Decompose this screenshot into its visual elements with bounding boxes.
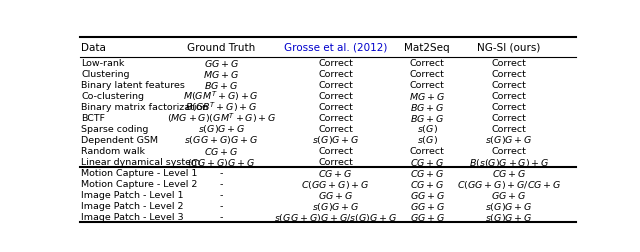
Text: -: - [220,179,223,188]
Text: Correct: Correct [318,146,353,155]
Text: -: - [220,201,223,210]
Text: -: - [220,190,223,199]
Text: $CG+G$: $CG+G$ [318,167,353,178]
Text: Correct: Correct [492,113,527,122]
Text: $s(GG+G)G+G/s(G)G+G$: $s(GG+G)G+G/s(G)G+G$ [274,211,397,223]
Text: $BG+G$: $BG+G$ [410,101,444,112]
Text: Motion Capture - Level 2: Motion Capture - Level 2 [81,179,198,188]
Text: Data: Data [81,43,106,53]
Text: Correct: Correct [492,146,527,155]
Text: Correct: Correct [410,146,445,155]
Text: $BG+G$: $BG+G$ [410,112,444,123]
Text: Correct: Correct [318,124,353,133]
Text: $CG+G$: $CG+G$ [410,167,444,178]
Text: Binary latent features: Binary latent features [81,80,186,89]
Text: $M(GM^T+G)+G$: $M(GM^T+G)+G$ [184,89,259,103]
Text: Correct: Correct [318,91,353,100]
Text: Grosse et al. (2012): Grosse et al. (2012) [284,43,387,53]
Text: $MG+G$: $MG+G$ [409,90,445,101]
Text: Correct: Correct [318,69,353,78]
Text: Binary matrix factorization: Binary matrix factorization [81,102,209,111]
Text: $C(GG+G)+G$: $C(GG+G)+G$ [301,178,370,190]
Text: $s(G)G+G$: $s(G)G+G$ [485,211,533,223]
Text: $GG+G$: $GG+G$ [410,189,445,200]
Text: Co-clustering: Co-clustering [81,91,145,100]
Text: $(MG+G)(GM^T+G)+G$: $(MG+G)(GM^T+G)+G$ [166,111,276,125]
Text: Correct: Correct [410,69,445,78]
Text: $s(GG+G)G+G$: $s(GG+G)G+G$ [184,134,259,146]
Text: $s(G)$: $s(G)$ [417,123,438,135]
Text: -: - [220,168,223,177]
Text: Sparse coding: Sparse coding [81,124,149,133]
Text: Correct: Correct [318,102,353,111]
Text: Linear dynamical system: Linear dynamical system [81,158,201,166]
Text: $CG+G$: $CG+G$ [204,145,239,156]
Text: Correct: Correct [318,80,353,89]
Text: $B(GB^T+G)+G$: $B(GB^T+G)+G$ [185,100,257,114]
Text: Image Patch - Level 1: Image Patch - Level 1 [81,190,184,199]
Text: Ground Truth: Ground Truth [188,43,255,53]
Text: Image Patch - Level 3: Image Patch - Level 3 [81,212,184,221]
Text: Correct: Correct [492,124,527,133]
Text: $GG+G$: $GG+G$ [410,211,445,222]
Text: $(CG+G)G+G$: $(CG+G)G+G$ [187,156,255,168]
Text: $s(G)G+G$: $s(G)G+G$ [312,134,359,146]
Text: Image Patch - Level 2: Image Patch - Level 2 [81,201,184,210]
Text: $C(GG+G)+G/CG+G$: $C(GG+G)+G/CG+G$ [457,178,561,190]
Text: NG-SI (ours): NG-SI (ours) [477,43,541,53]
Text: $CG+G$: $CG+G$ [410,178,444,189]
Text: Mat2Seq: Mat2Seq [404,43,450,53]
Text: Correct: Correct [318,113,353,122]
Text: -: - [220,212,223,221]
Text: Motion Capture - Level 1: Motion Capture - Level 1 [81,168,198,177]
Text: Correct: Correct [318,158,353,166]
Text: Low-rank: Low-rank [81,58,125,67]
Text: Correct: Correct [318,58,353,67]
Text: Random walk: Random walk [81,146,145,155]
Text: $s(G)G+G$: $s(G)G+G$ [312,200,359,212]
Text: Correct: Correct [492,58,527,67]
Text: $BG+G$: $BG+G$ [204,79,239,90]
Text: $GG+G$: $GG+G$ [318,189,353,200]
Text: Correct: Correct [410,80,445,89]
Text: $GG+G$: $GG+G$ [410,200,445,211]
Text: $GG+G$: $GG+G$ [204,57,239,68]
Text: Dependent GSM: Dependent GSM [81,135,159,144]
Text: $MG+G$: $MG+G$ [204,69,239,79]
Text: $GG+G$: $GG+G$ [492,189,527,200]
Text: BCTF: BCTF [81,113,106,122]
Text: Correct: Correct [492,80,527,89]
Text: $s(G)G+G$: $s(G)G+G$ [485,134,533,146]
Text: Correct: Correct [410,58,445,67]
Text: $s(G)G+G$: $s(G)G+G$ [485,200,533,212]
Text: Clustering: Clustering [81,69,130,78]
Text: Correct: Correct [492,69,527,78]
Text: $CG+G$: $CG+G$ [410,156,444,167]
Text: $B(s(G)G+G)+G$: $B(s(G)G+G)+G$ [468,156,549,168]
Text: $CG+G$: $CG+G$ [492,167,526,178]
Text: $s(G)$: $s(G)$ [417,134,438,146]
Text: $s(G)G+G$: $s(G)G+G$ [198,123,245,135]
Text: Correct: Correct [492,91,527,100]
Text: Correct: Correct [492,102,527,111]
